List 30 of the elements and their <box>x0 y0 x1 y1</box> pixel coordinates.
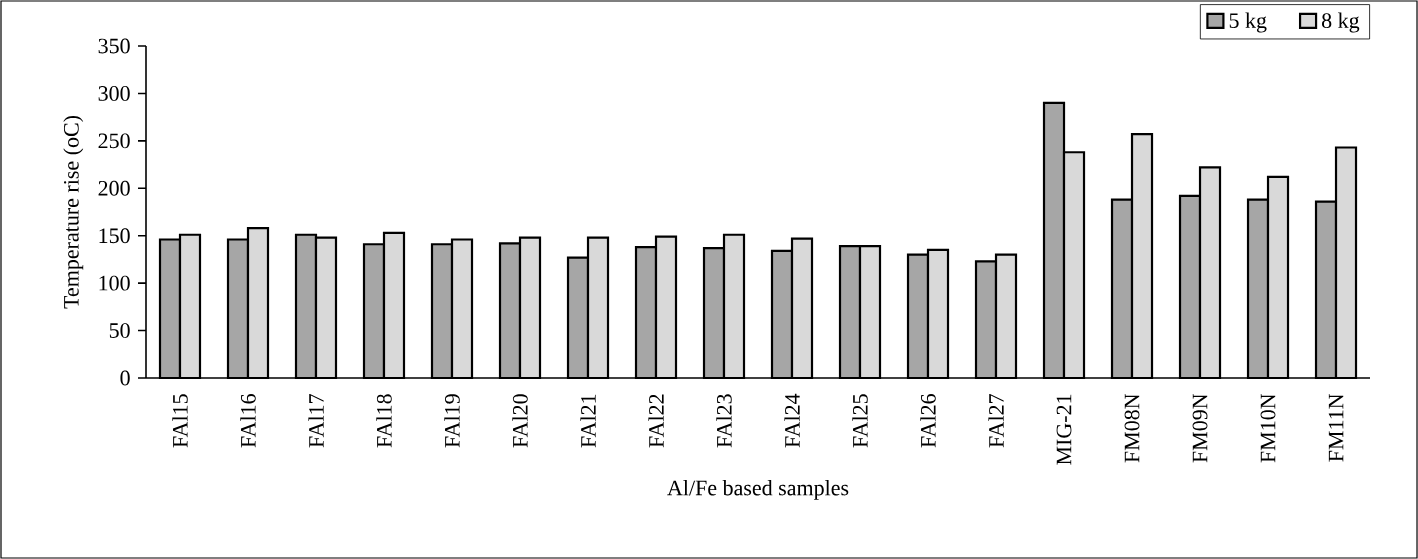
x-tick-label: FAl20 <box>512 394 528 448</box>
x-tick-label: FAl17 <box>308 394 324 448</box>
x-tick-label: FAl19 <box>444 394 460 448</box>
x-tick-label: MIG-21 <box>1056 394 1072 465</box>
x-tick-label: FM11N <box>1328 393 1344 462</box>
legend-label: 5 kg <box>1229 12 1267 33</box>
x-tick-label: FAl25 <box>852 394 868 448</box>
y-axis-title: Temperature rise (oC) <box>63 115 84 309</box>
x-tick-label: FAl16 <box>240 394 256 448</box>
y-tick-label: 100 <box>99 275 130 291</box>
x-tick-label: FAl22 <box>648 394 664 448</box>
y-tick-label: 300 <box>98 86 130 101</box>
x-tick-label: FM08N <box>1124 393 1140 463</box>
x-tick-label: FAl15 <box>172 394 188 448</box>
x-tick-label: FAl27 <box>988 394 1004 448</box>
y-tick-label: 0 <box>120 370 130 386</box>
y-tick-label: 50 <box>109 323 130 338</box>
y-tick-label: 200 <box>98 180 130 196</box>
x-tick-label: FM10N <box>1260 393 1276 463</box>
y-tick-label: 150 <box>99 228 130 244</box>
legend-label: 8 kg <box>1322 12 1360 33</box>
x-tick-label: FAl21 <box>580 394 596 448</box>
x-tick-label: FAl26 <box>920 394 936 448</box>
y-tick-label: 350 <box>98 38 130 54</box>
x-tick-label: FAl18 <box>376 394 392 448</box>
y-tick-label: 250 <box>98 133 130 149</box>
x-tick-label: FM09N <box>1192 393 1208 463</box>
x-tick-label: FAl23 <box>716 394 732 448</box>
x-axis-title: Al/Fe based samples <box>667 479 849 500</box>
x-tick-label: FAl24 <box>784 393 800 448</box>
